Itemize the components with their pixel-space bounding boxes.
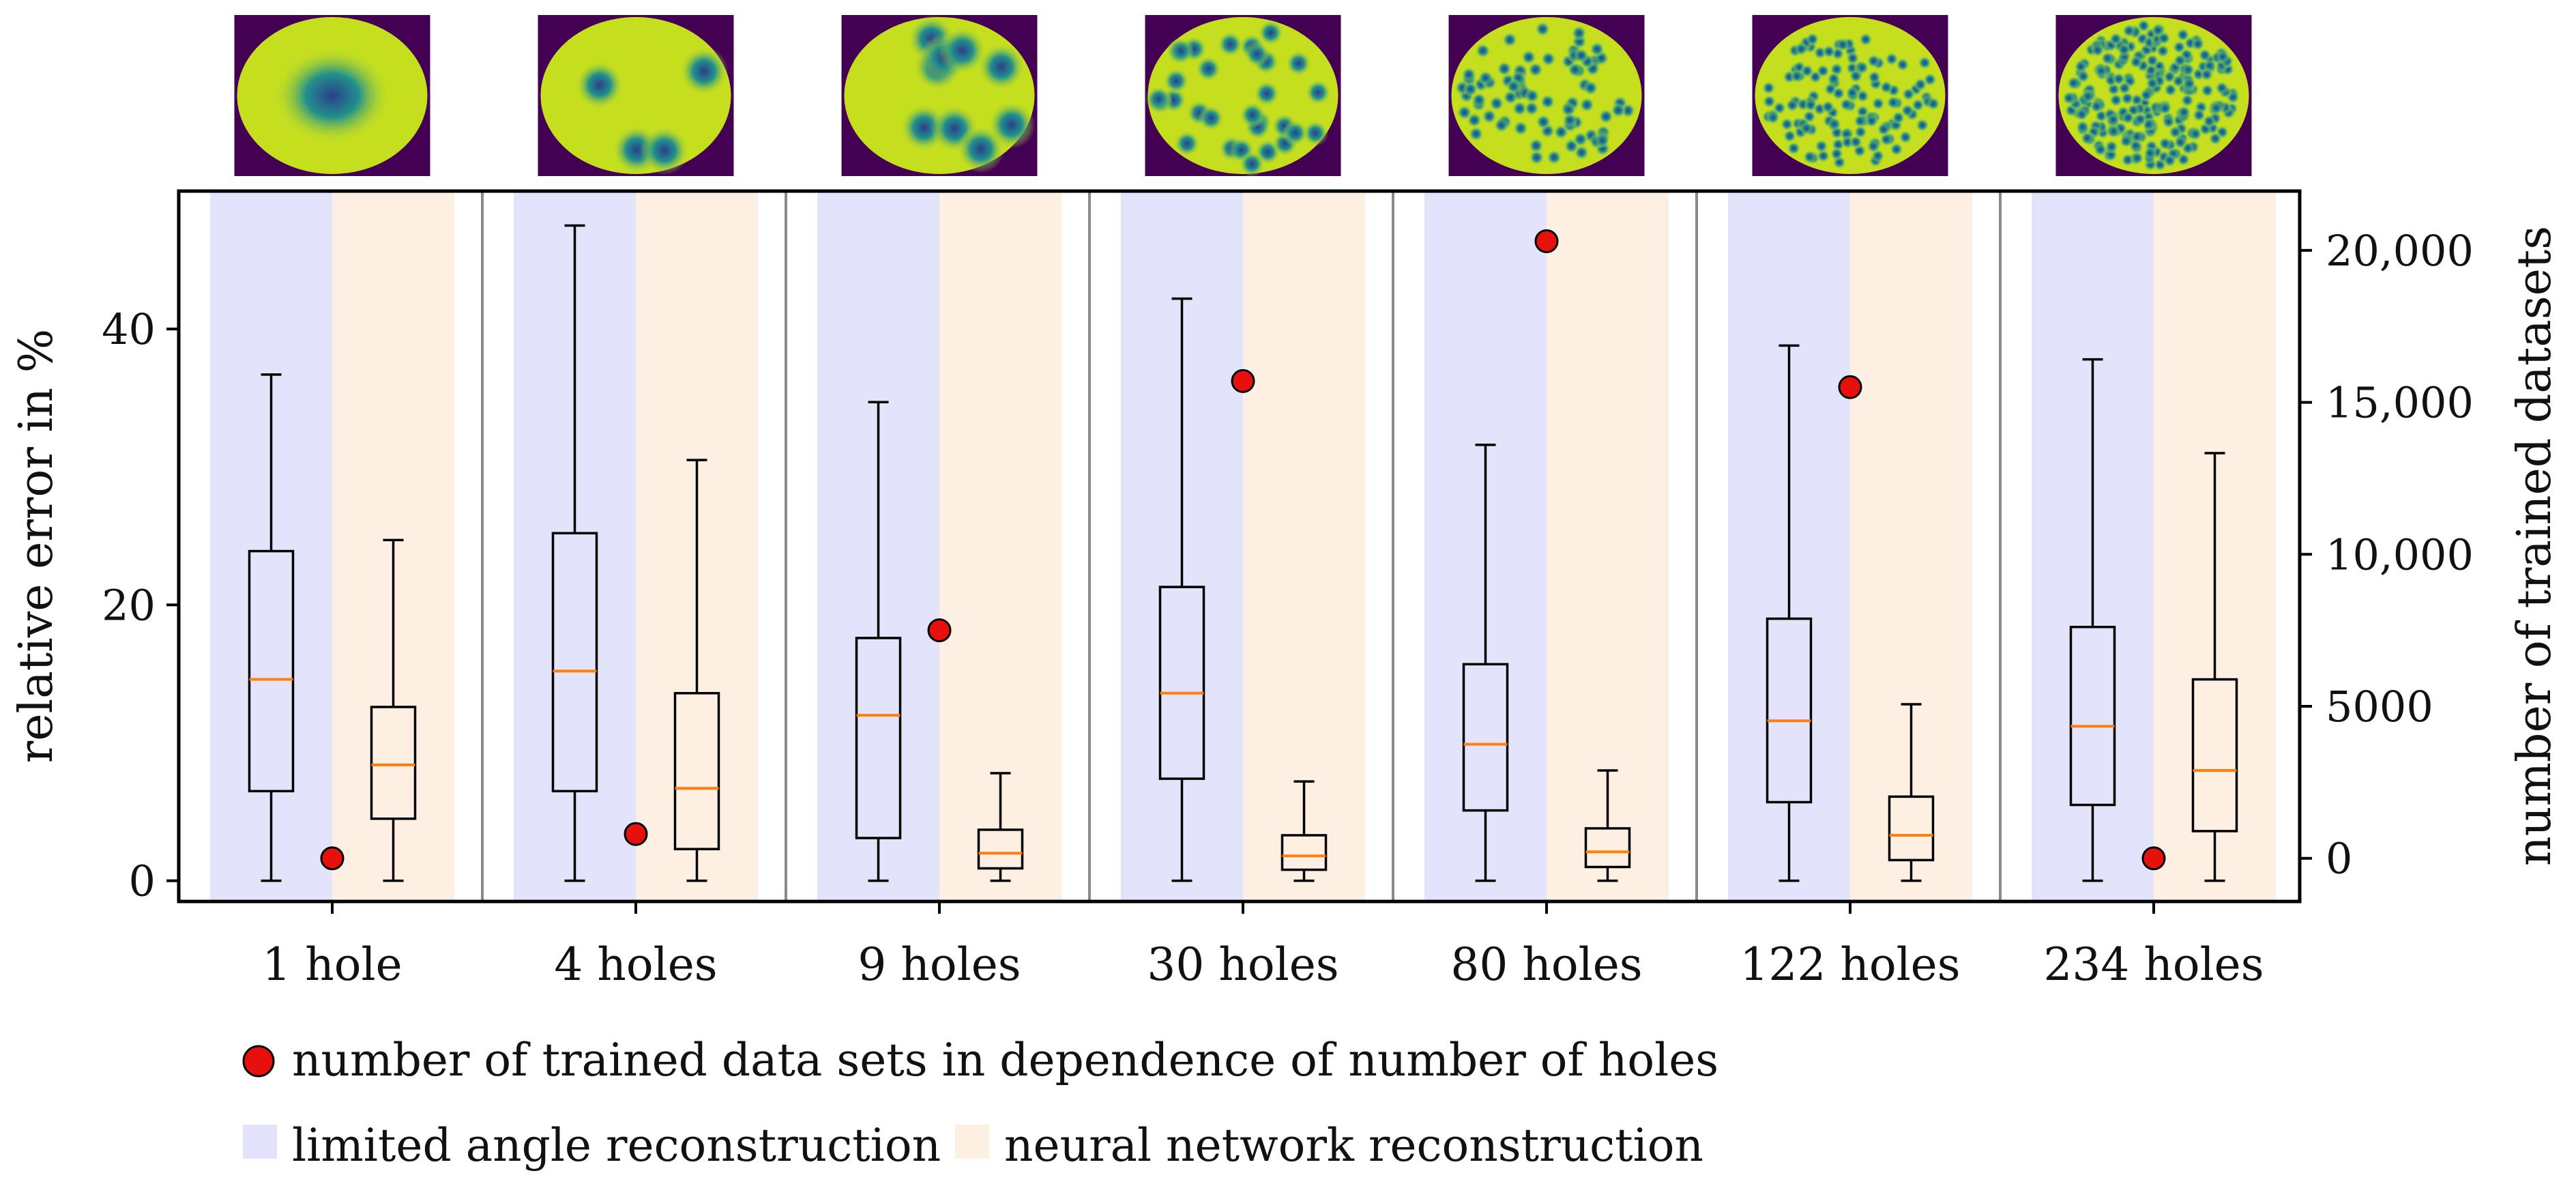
iqr-box [370, 706, 417, 820]
plot-frame [177, 189, 2302, 904]
right-tick-label: 10,000 [2326, 530, 2474, 579]
trained-datasets-marker [1231, 369, 1255, 393]
legend-dot-icon [242, 1045, 275, 1078]
hole-thumbnail [2055, 15, 2252, 176]
trained-datasets-marker [320, 846, 345, 871]
hole-thumbnails [234, 15, 2252, 177]
limited-angle-box [1462, 444, 1509, 882]
left-tick-label: 0 [129, 856, 156, 906]
x-tick-label: 234 holes [2043, 938, 2264, 991]
y-axis-label-right: number of trained datasets [2508, 226, 2562, 866]
right-tick-label: 5000 [2326, 682, 2433, 732]
trained-datasets-marker [1838, 375, 1862, 399]
box-plots [248, 224, 2238, 882]
limited-angle-box [551, 224, 598, 882]
legend-limited-swatch [243, 1125, 277, 1159]
limited-angle-box [855, 401, 902, 882]
x-tick-label: 9 holes [858, 938, 1021, 991]
left-tick-label: 20 [102, 580, 156, 630]
x-tick-label: 4 holes [554, 938, 717, 991]
group-background-bands [210, 191, 2276, 901]
x-tick-label: 1 hole [262, 938, 402, 991]
iqr-box [1888, 795, 1935, 862]
legend-limited-label: limited angle reconstruction [292, 1119, 941, 1172]
legend-neural-swatch [955, 1125, 989, 1159]
trained-datasets-marker [624, 822, 648, 846]
limited-angle-box [248, 373, 295, 882]
x-tick-label: 80 holes [1450, 938, 1642, 991]
iqr-box [1584, 827, 1631, 869]
hole-thumbnail [538, 15, 734, 176]
iqr-box [2069, 625, 2116, 807]
y-axis-label-left: relative error in % [10, 329, 63, 763]
right-tick-label: 0 [2326, 834, 2352, 884]
neural-network-box [977, 772, 1024, 882]
hole-thumbnail [1145, 15, 1341, 177]
right-tick-label: 20,000 [2326, 226, 2474, 276]
iqr-box [1462, 663, 1509, 812]
limited-angle-box [1766, 344, 1813, 882]
trained-dataset-markers [320, 229, 2166, 871]
group-separators [481, 191, 2002, 901]
x-tick-label: 30 holes [1147, 938, 1338, 991]
hole-thumbnail [1448, 15, 1645, 176]
trained-datasets-marker [927, 618, 952, 643]
trained-datasets-marker [1534, 229, 1559, 253]
neural-network-box [2191, 452, 2238, 882]
neural-network-box [673, 459, 720, 882]
iqr-box [1158, 586, 1205, 780]
iqr-box [1766, 617, 1813, 804]
right-tick-label: 15,000 [2326, 378, 2474, 428]
neural-network-box [1280, 780, 1328, 882]
hole-thumbnail [1752, 15, 1948, 176]
limited-angle-box [1158, 297, 1205, 882]
limited-angle-box [2069, 358, 2116, 882]
hole-thumbnail [234, 15, 430, 176]
axes: 1 hole 4 holes 9 holes 30 holes 80 holes 122 … [102, 226, 2474, 991]
left-tick-label: 40 [102, 304, 156, 354]
iqr-box [1280, 834, 1328, 871]
trained-datasets-marker [2141, 846, 2166, 871]
iqr-box [248, 549, 295, 793]
legend-neural-label: neural network reconstruction [1004, 1119, 1703, 1172]
iqr-box [977, 828, 1024, 870]
iqr-box [673, 692, 720, 850]
neural-network-box [1888, 703, 1935, 882]
iqr-box [2191, 678, 2238, 833]
x-tick-label: 122 holes [1740, 938, 1960, 991]
iqr-box [855, 637, 902, 839]
neural-network-box [370, 538, 417, 882]
hole-thumbnail [841, 15, 1038, 176]
iqr-box [551, 532, 598, 793]
legend-dots-label: number of trained data sets in dependenc… [292, 1034, 1719, 1086]
neural-network-box [1584, 769, 1631, 882]
